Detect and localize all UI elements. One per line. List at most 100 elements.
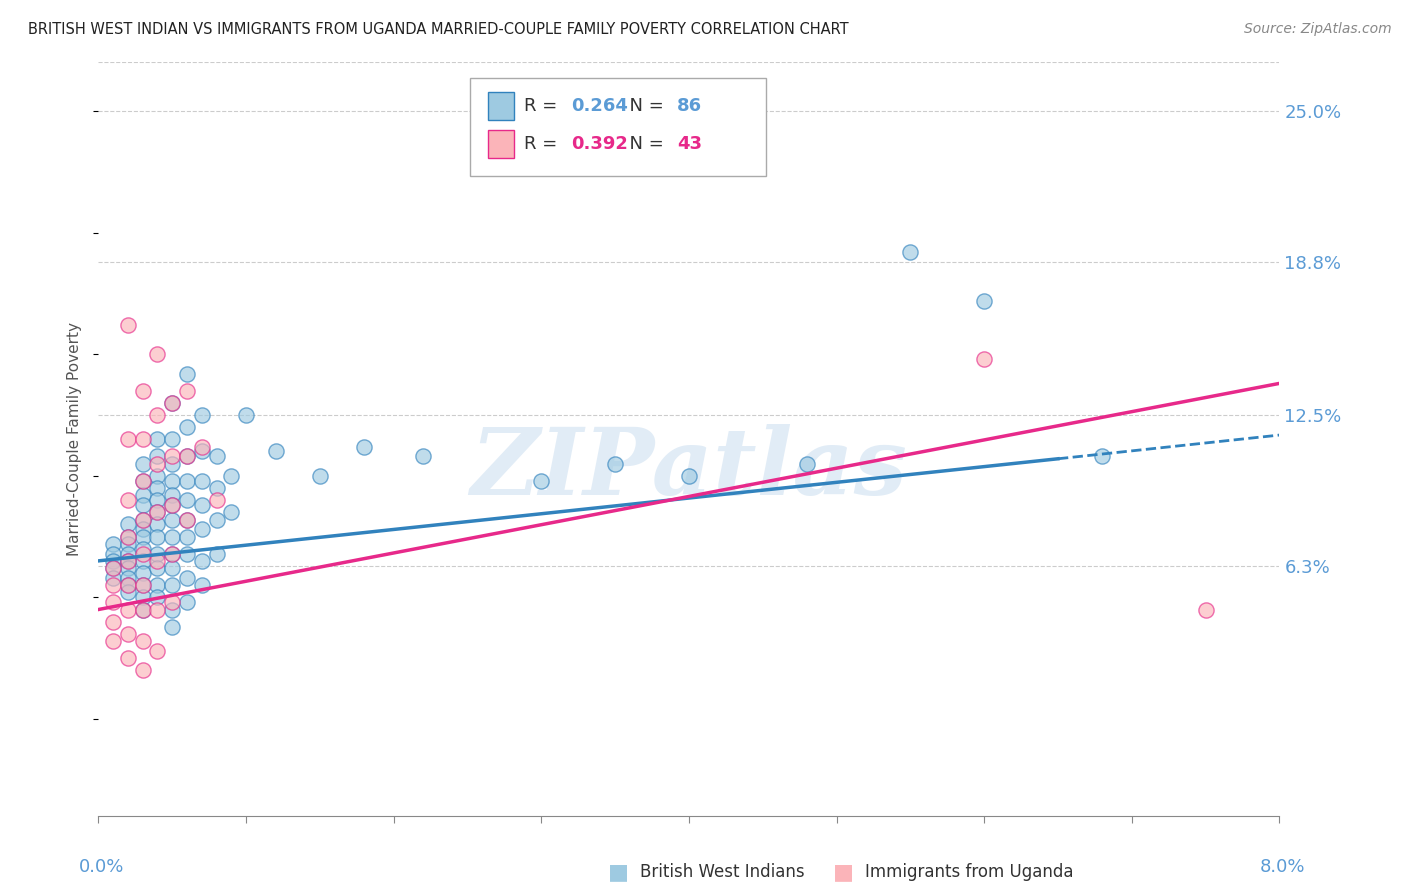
Point (973, 293, 995, 308)
Point (162, 396, 183, 410)
Point (264, 444, 287, 458)
Point (205, 512, 228, 526)
Point (117, 651, 139, 665)
Text: 0.392: 0.392 (571, 135, 627, 153)
Text: British West Indians: British West Indians (640, 863, 804, 881)
Point (412, 450, 434, 464)
Point (162, 547, 183, 561)
Point (117, 554, 139, 568)
Point (191, 444, 214, 458)
Point (900, 245, 922, 260)
Point (221, 468, 243, 483)
FancyBboxPatch shape (488, 92, 515, 120)
Point (162, 602, 183, 616)
Point (176, 595, 198, 609)
Text: 86: 86 (678, 97, 702, 115)
Point (117, 432, 139, 446)
Point (191, 474, 214, 488)
Point (973, 352, 995, 367)
Point (103, 578, 125, 592)
Text: Immigrants from Uganda: Immigrants from Uganda (865, 863, 1073, 881)
FancyBboxPatch shape (471, 78, 766, 176)
Point (132, 522, 155, 536)
Text: 0.264: 0.264 (571, 97, 627, 115)
Point (103, 571, 125, 585)
Text: ■: ■ (834, 863, 853, 882)
Point (117, 627, 139, 641)
Point (176, 450, 198, 464)
Point (132, 512, 155, 526)
Point (162, 488, 183, 502)
Point (117, 602, 139, 616)
Point (146, 547, 169, 561)
Point (146, 481, 169, 495)
Text: N =: N = (619, 135, 669, 153)
Point (162, 530, 183, 544)
Point (117, 318, 139, 332)
Point (132, 663, 155, 677)
Point (678, 468, 700, 483)
Text: ZIPatlas: ZIPatlas (471, 425, 907, 515)
Point (162, 619, 183, 633)
Point (678, 133, 700, 147)
Y-axis label: Married-Couple Family Poverty: Married-Couple Family Poverty (67, 322, 83, 557)
Text: BRITISH WEST INDIAN VS IMMIGRANTS FROM UGANDA MARRIED-COUPLE FAMILY POVERTY CORR: BRITISH WEST INDIAN VS IMMIGRANTS FROM U… (28, 22, 849, 37)
Point (146, 561, 169, 575)
Point (221, 505, 243, 519)
Point (132, 602, 155, 616)
Text: 0.0%: 0.0% (79, 858, 124, 876)
Point (191, 578, 214, 592)
Point (117, 493, 139, 508)
Point (176, 493, 198, 508)
Point (146, 457, 169, 471)
Point (191, 408, 214, 422)
Point (117, 578, 139, 592)
Point (103, 595, 125, 609)
Point (117, 571, 139, 585)
Point (176, 450, 198, 464)
Point (162, 561, 183, 575)
Point (162, 432, 183, 446)
Point (146, 530, 169, 544)
Point (162, 512, 183, 526)
Point (132, 488, 155, 502)
Point (176, 420, 198, 434)
Point (103, 554, 125, 568)
Point (117, 578, 139, 592)
Point (146, 468, 169, 483)
Point (132, 634, 155, 648)
Point (176, 474, 198, 488)
Point (103, 537, 125, 551)
Point (146, 591, 169, 605)
Point (176, 571, 198, 585)
Point (117, 530, 139, 544)
Point (117, 547, 139, 561)
Point (146, 644, 169, 658)
Point (176, 530, 198, 544)
Point (132, 541, 155, 556)
Point (103, 561, 125, 575)
Point (176, 367, 198, 381)
Point (146, 408, 169, 422)
Point (162, 450, 183, 464)
Point (162, 474, 183, 488)
Point (162, 457, 183, 471)
Point (162, 547, 183, 561)
Point (117, 585, 139, 599)
Text: N =: N = (619, 97, 669, 115)
Point (146, 554, 169, 568)
Point (132, 474, 155, 488)
Point (205, 493, 228, 508)
Point (176, 547, 198, 561)
Point (132, 512, 155, 526)
Point (205, 481, 228, 495)
Point (146, 493, 169, 508)
Point (176, 384, 198, 398)
Point (132, 457, 155, 471)
Point (146, 602, 169, 616)
Point (176, 512, 198, 526)
Text: Source: ZipAtlas.com: Source: ZipAtlas.com (1244, 22, 1392, 37)
Point (191, 554, 214, 568)
Text: 8.0%: 8.0% (1260, 858, 1305, 876)
Point (146, 450, 169, 464)
